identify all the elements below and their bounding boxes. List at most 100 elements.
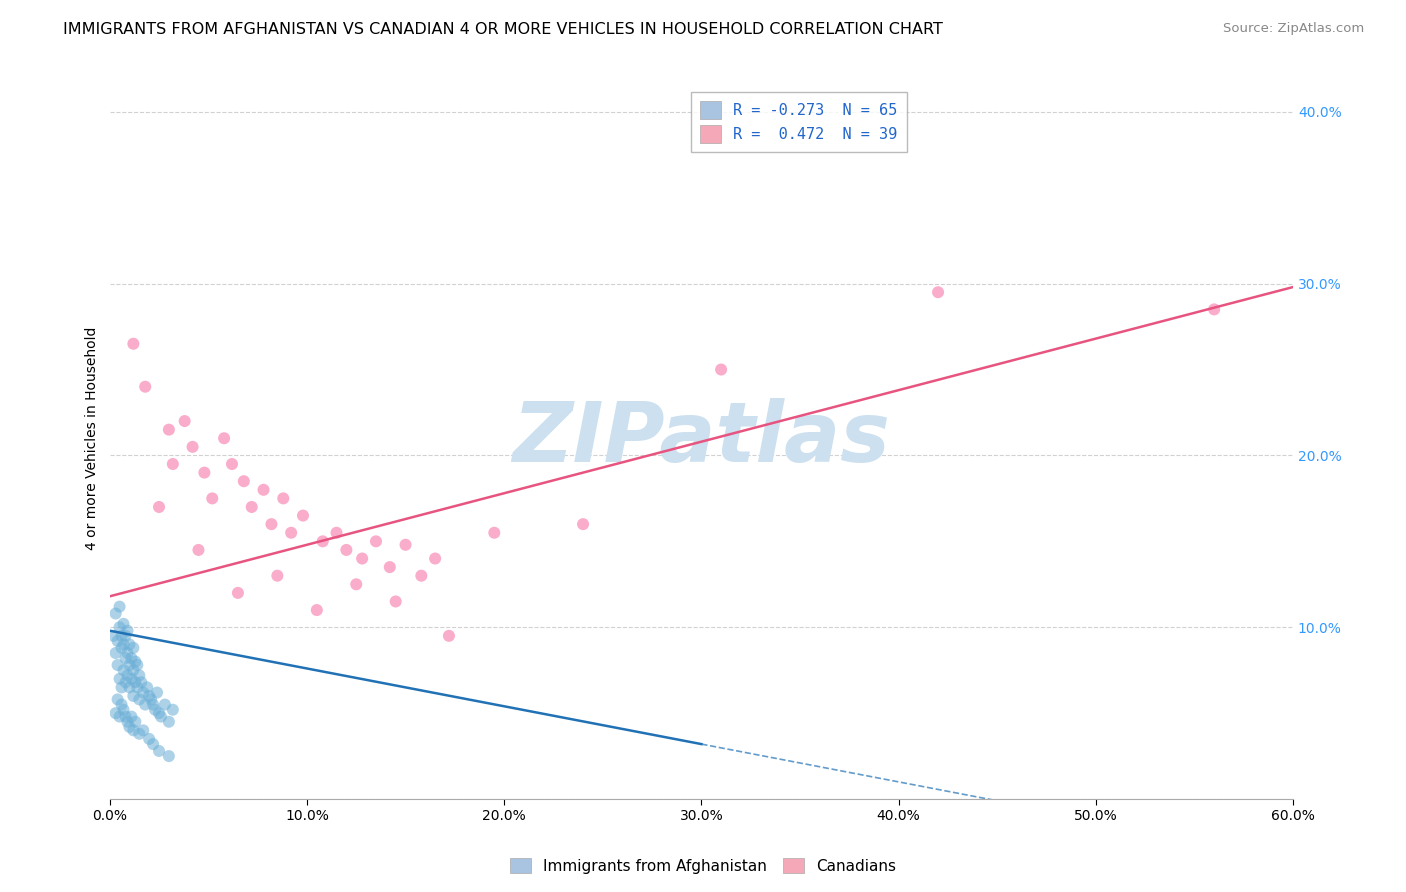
- Point: [128, 668, 150, 682]
- Point: [352, 551, 374, 566]
- Point: [132, 723, 155, 738]
- Point: [104, 607, 127, 621]
- Point: [142, 698, 165, 712]
- Point: [122, 663, 145, 677]
- Point: [226, 586, 249, 600]
- Point: [187, 543, 209, 558]
- Point: [108, 709, 131, 723]
- Point: [110, 681, 132, 695]
- Point: [110, 640, 132, 655]
- Point: [423, 551, 446, 566]
- Point: [181, 440, 204, 454]
- Point: [104, 706, 127, 721]
- Y-axis label: 4 or more Vehicles in Household: 4 or more Vehicles in Household: [86, 326, 100, 550]
- Legend: Immigrants from Afghanistan, Canadians: Immigrants from Afghanistan, Canadians: [503, 852, 903, 880]
- Point: [232, 474, 254, 488]
- Point: [122, 689, 145, 703]
- Point: [120, 672, 142, 686]
- Point: [146, 685, 169, 699]
- Point: [148, 706, 170, 721]
- Point: [271, 491, 294, 506]
- Point: [107, 692, 129, 706]
- Point: [572, 517, 595, 532]
- Point: [103, 629, 125, 643]
- Point: [110, 629, 132, 643]
- Point: [162, 457, 184, 471]
- Text: ZIPatlas: ZIPatlas: [512, 398, 890, 479]
- Point: [312, 534, 335, 549]
- Text: IMMIGRANTS FROM AFGHANISTAN VS CANADIAN 4 OR MORE VEHICLES IN HOUSEHOLD CORRELAT: IMMIGRANTS FROM AFGHANISTAN VS CANADIAN …: [63, 22, 943, 37]
- Point: [128, 692, 150, 706]
- Point: [221, 457, 243, 471]
- Point: [280, 525, 302, 540]
- Point: [114, 675, 136, 690]
- Point: [260, 517, 283, 532]
- Point: [117, 646, 139, 660]
- Point: [127, 658, 149, 673]
- Point: [139, 692, 162, 706]
- Point: [136, 681, 159, 695]
- Point: [108, 620, 131, 634]
- Point: [112, 703, 135, 717]
- Point: [108, 672, 131, 686]
- Point: [148, 500, 170, 514]
- Point: [344, 577, 367, 591]
- Point: [138, 731, 160, 746]
- Point: [114, 709, 136, 723]
- Point: [292, 508, 315, 523]
- Point: [173, 414, 195, 428]
- Point: [394, 538, 416, 552]
- Point: [112, 616, 135, 631]
- Point: [124, 675, 146, 690]
- Legend: R = -0.273  N = 65, R =  0.472  N = 39: R = -0.273 N = 65, R = 0.472 N = 39: [690, 92, 907, 152]
- Point: [325, 525, 347, 540]
- Point: [120, 709, 142, 723]
- Point: [148, 744, 170, 758]
- Point: [112, 663, 135, 677]
- Point: [162, 703, 184, 717]
- Point: [143, 703, 166, 717]
- Point: [927, 285, 949, 300]
- Point: [384, 594, 406, 608]
- Point: [118, 681, 141, 695]
- Point: [117, 668, 139, 682]
- Point: [411, 568, 433, 582]
- Point: [142, 737, 165, 751]
- Point: [122, 723, 145, 738]
- Point: [305, 603, 328, 617]
- Point: [252, 483, 274, 497]
- Point: [124, 655, 146, 669]
- Point: [710, 362, 733, 376]
- Point: [193, 466, 215, 480]
- Point: [127, 681, 149, 695]
- Point: [138, 689, 160, 703]
- Point: [240, 500, 263, 514]
- Point: [122, 640, 145, 655]
- Point: [118, 720, 141, 734]
- Point: [132, 685, 155, 699]
- Point: [212, 431, 235, 445]
- Point: [117, 624, 139, 638]
- Point: [122, 336, 145, 351]
- Point: [108, 599, 131, 614]
- Point: [134, 698, 156, 712]
- Point: [114, 629, 136, 643]
- Point: [117, 714, 139, 729]
- Point: [266, 568, 288, 582]
- Point: [153, 698, 176, 712]
- Point: [118, 658, 141, 673]
- Point: [484, 525, 506, 540]
- Point: [114, 651, 136, 665]
- Point: [157, 749, 180, 764]
- Point: [335, 543, 357, 558]
- Point: [104, 646, 127, 660]
- Point: [378, 560, 401, 574]
- Point: [157, 714, 180, 729]
- Point: [1204, 302, 1226, 317]
- Point: [120, 651, 142, 665]
- Point: [364, 534, 387, 549]
- Point: [134, 380, 156, 394]
- Point: [129, 675, 152, 690]
- Point: [118, 637, 141, 651]
- Point: [201, 491, 224, 506]
